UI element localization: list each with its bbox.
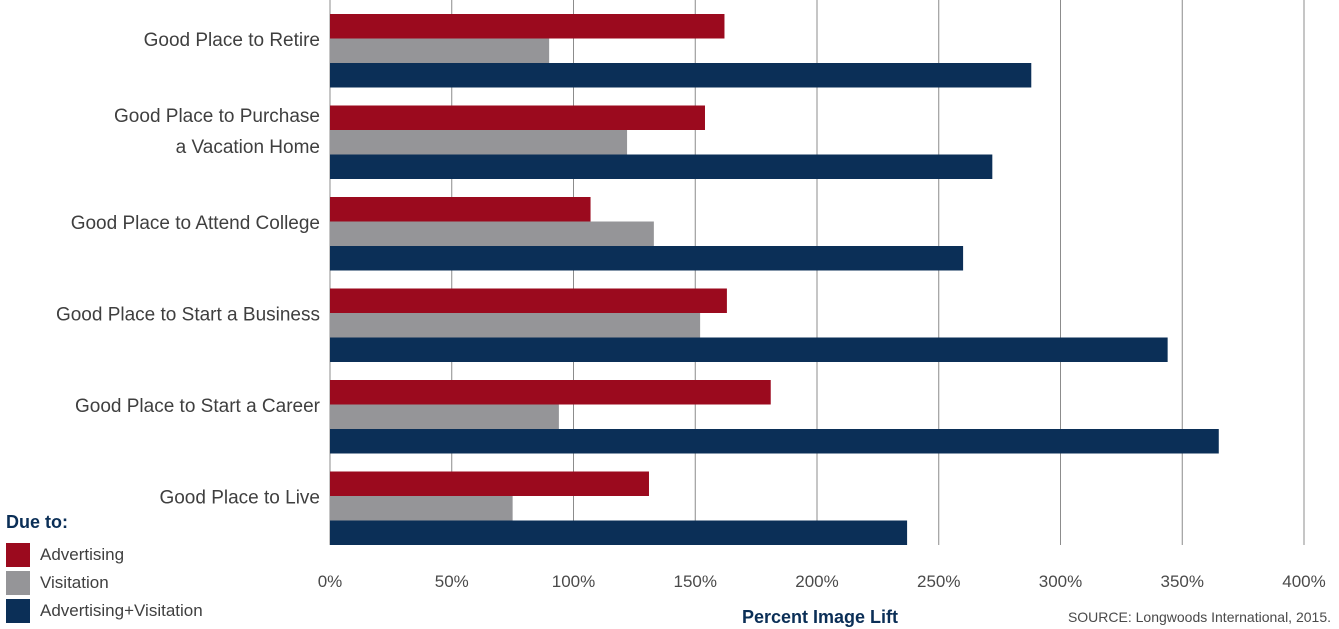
legend-label: Advertising+Visitation (40, 601, 203, 620)
legend-swatch (6, 599, 30, 623)
x-tick-label: 150% (674, 572, 717, 591)
legend-label: Advertising (40, 545, 125, 564)
category-label: Good Place to Retire (144, 30, 320, 51)
bar-advertising-visitation (330, 63, 1032, 88)
category-label: Good Place to Attend College (71, 213, 320, 234)
category-label: a Vacation Home (176, 137, 320, 158)
category-label: Good Place to Start a Career (75, 396, 321, 417)
bar-advertising-visitation (330, 154, 993, 179)
x-tick-label: 100% (552, 572, 595, 591)
x-tick-labels: 0% 50% 100% 150% 200% 250% 300% 350% 400% (318, 572, 1326, 591)
x-tick-label: 300% (1039, 572, 1082, 591)
category-label: Good Place to Live (159, 487, 320, 508)
bar-visitation (330, 38, 550, 63)
bar-advertising (330, 288, 727, 313)
x-tick-label: 350% (1161, 572, 1204, 591)
bar-visitation (330, 130, 628, 155)
x-tick-label: 50% (435, 572, 469, 591)
legend-title: Due to: (6, 512, 68, 532)
bar-advertising-visitation (330, 429, 1219, 454)
bar-advertising (330, 197, 591, 222)
legend-items: Advertising Visitation Advertising+Visitat… (6, 541, 203, 625)
x-axis-title: Percent Image Lift (742, 607, 898, 627)
bar-advertising (330, 14, 725, 39)
category-labels: Good Place to Retire Good Place to Purcha… (56, 30, 321, 509)
legend-label: Visitation (40, 573, 109, 592)
bar-visitation (330, 313, 701, 338)
legend-item: Visitation (6, 569, 203, 597)
x-tick-label: 400% (1282, 572, 1325, 591)
legend-item: Advertising+Visitation (6, 597, 203, 625)
bar-advertising (330, 105, 705, 130)
bar-advertising-visitation (330, 337, 1168, 362)
gridlines (329, 0, 1305, 545)
bar-advertising-visitation (330, 246, 964, 271)
x-tick-label: 0% (318, 572, 343, 591)
bar-visitation (330, 221, 654, 246)
bar-visitation (330, 404, 559, 429)
bar-advertising (330, 380, 771, 405)
source-note: SOURCE: Longwoods International, 2015. (1068, 609, 1331, 625)
bar-visitation (330, 496, 513, 521)
legend: Due to: Advertising Visitation Advertising… (6, 512, 203, 625)
bar-advertising (330, 471, 649, 496)
x-tick-label: 200% (795, 572, 838, 591)
bar-advertising-visitation (330, 520, 908, 545)
legend-swatch (6, 571, 30, 595)
x-tick-label: 250% (917, 572, 960, 591)
legend-swatch (6, 543, 30, 567)
category-label: Good Place to Purchase (114, 106, 320, 127)
bars (330, 14, 1219, 545)
category-label: Good Place to Start a Business (56, 304, 320, 325)
legend-item: Advertising (6, 541, 203, 569)
